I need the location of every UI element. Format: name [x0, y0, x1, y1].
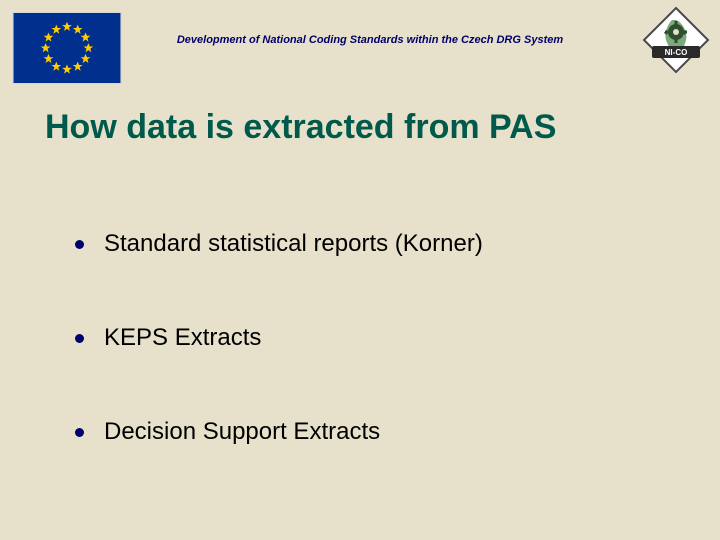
slide: NI-CO Development of National Coding Sta… — [0, 0, 720, 540]
list-item: Decision Support Extracts — [75, 418, 635, 446]
list-item: Standard statistical reports (Korner) — [75, 230, 635, 258]
bullet-text: Standard statistical reports (Korner) — [104, 230, 483, 258]
bullet-text: Decision Support Extracts — [104, 418, 380, 446]
bullet-icon — [75, 428, 84, 437]
list-item: KEPS Extracts — [75, 324, 635, 352]
bullet-icon — [75, 334, 84, 343]
header: NI-CO Development of National Coding Sta… — [0, 0, 720, 90]
bullet-text: KEPS Extracts — [104, 324, 261, 352]
logo-banner-label: NI-CO — [665, 48, 688, 57]
bullet-icon — [75, 240, 84, 249]
bullet-list: Standard statistical reports (Korner) KE… — [75, 230, 635, 446]
slide-title: How data is extracted from PAS — [45, 108, 556, 147]
header-subtitle: Development of National Coding Standards… — [140, 34, 600, 46]
nico-logo-icon: NI-CO — [642, 6, 710, 74]
eu-flag-icon — [12, 12, 122, 84]
